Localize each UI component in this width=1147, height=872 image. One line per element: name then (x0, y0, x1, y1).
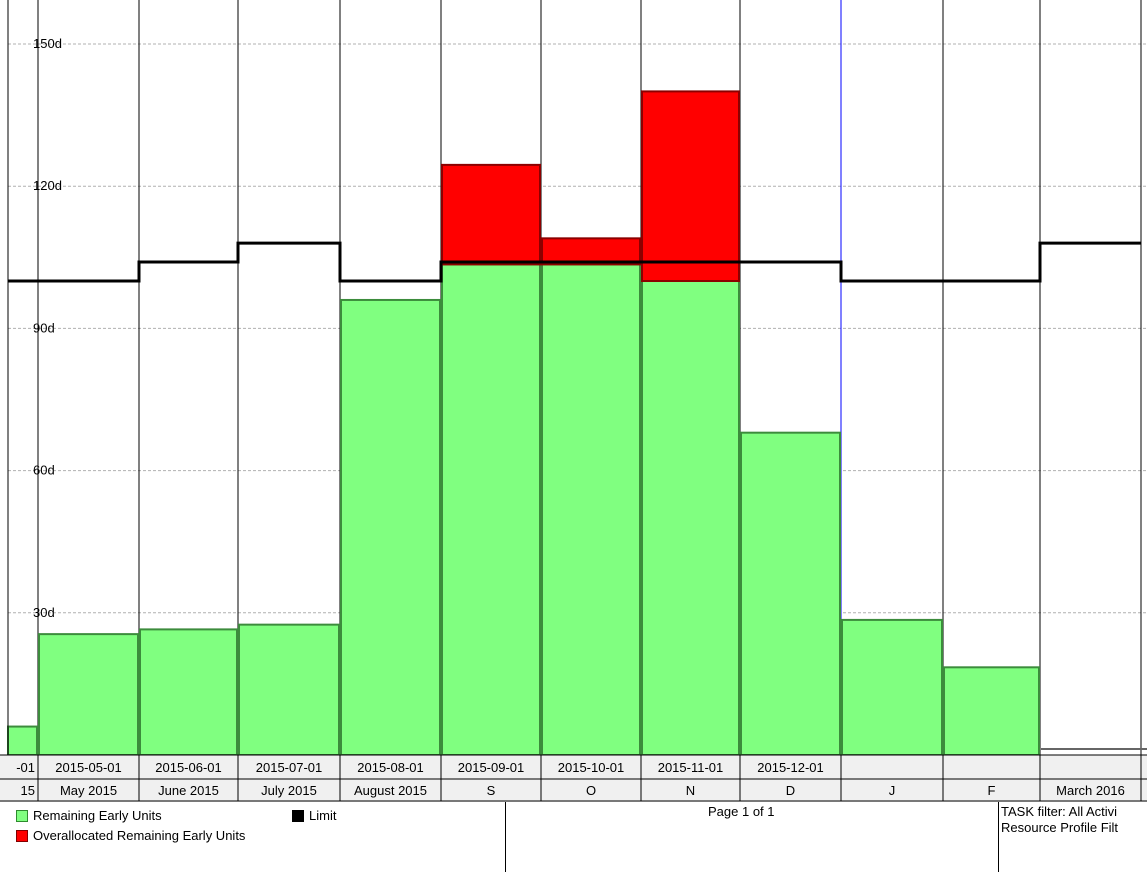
resource-filter-label: Resource Profile Filt (1001, 820, 1119, 835)
timescale-bottom-label: S (487, 783, 496, 798)
filter-info: TASK filter: All Activi Resource Profile… (1001, 804, 1118, 836)
y-tick-label: 120d (33, 178, 62, 193)
bar-remaining (7, 725, 38, 756)
timescale-bottom-label: July 2015 (261, 783, 317, 798)
bar-remaining (340, 298, 441, 756)
timescale-bottom-label: 15 (21, 783, 35, 798)
timescale-bottom-label: D (786, 783, 795, 798)
legend-label-overallocated: Overallocated Remaining Early Units (33, 828, 246, 843)
timescale-top-label: 2015-08-01 (357, 760, 424, 775)
footer-divider-left (505, 802, 506, 872)
y-tick-label: 30d (33, 605, 55, 620)
legend-label-remaining: Remaining Early Units (33, 808, 162, 823)
legend-swatch-overallocated (16, 829, 28, 842)
bar-overallocated (641, 90, 740, 283)
legend-item-remaining: Remaining Early Units (16, 808, 162, 823)
timescale-bottom-label: N (686, 783, 695, 798)
bar-overallocated (541, 237, 641, 266)
bar-remaining (441, 263, 541, 756)
bar-remaining (238, 623, 340, 757)
timescale-top-label: -01 (16, 760, 35, 775)
bar-remaining (38, 633, 139, 757)
timescale: -01 15 2015-05-01 May 2015 2015-06-01 June 20… (0, 754, 1147, 802)
timescale-top-label: 2015-06-01 (155, 760, 222, 775)
bar-remaining (541, 263, 641, 756)
legend-swatch-remaining (16, 809, 28, 822)
timescale-bottom-label: J (889, 783, 896, 798)
y-tick-label: 150d (33, 36, 62, 51)
chart-footer: Remaining Early Units Overallocated Rema… (0, 802, 1147, 872)
legend-item-limit: Limit (292, 808, 336, 823)
y-axis: 30d 60d 90d 120d 150d (7, 0, 62, 755)
bar-remaining (943, 666, 1040, 756)
timescale-top-label: 2015-11-01 (658, 760, 724, 775)
timescale-top-label: 2015-10-01 (558, 760, 625, 775)
timescale-bottom-label: March 2016 (1056, 783, 1125, 798)
timescale-bottom-label: August 2015 (354, 783, 427, 798)
y-tick-label: 60d (33, 463, 55, 478)
legend-item-overallocated: Overallocated Remaining Early Units (16, 828, 245, 843)
bar-remaining (841, 618, 943, 756)
bar-overallocated (441, 163, 541, 266)
bar-remaining (740, 431, 841, 756)
timescale-top-label: 2015-05-01 (55, 760, 122, 775)
timescale-top-label: 2015-12-01 (757, 760, 824, 775)
timescale-top-label: 2015-09-01 (458, 760, 525, 775)
timescale-bottom-label: F (988, 783, 996, 798)
bar-remaining (139, 628, 238, 757)
task-filter-label: TASK filter: All Activi (1001, 804, 1118, 819)
legend-swatch-limit (292, 809, 304, 822)
bar-layer (7, 90, 1147, 757)
timescale-top-label: 2015-07-01 (256, 760, 323, 775)
y-tick-label: 90d (33, 320, 55, 335)
footer-divider-right (998, 802, 999, 872)
page-indicator: Page 1 of 1 (708, 804, 775, 819)
resource-profile-chart: 30d 60d 90d 120d 150d -01 15 2015-05-01 May 201… (0, 0, 1147, 802)
limit-line (8, 241, 1141, 283)
timescale-bottom-label: May 2015 (60, 783, 117, 798)
limit-layer (8, 241, 1141, 283)
timescale-bottom-label: June 2015 (158, 783, 219, 798)
timescale-bottom-label: O (586, 783, 596, 798)
legend-label-limit: Limit (309, 808, 337, 823)
bar-remaining (641, 280, 740, 756)
